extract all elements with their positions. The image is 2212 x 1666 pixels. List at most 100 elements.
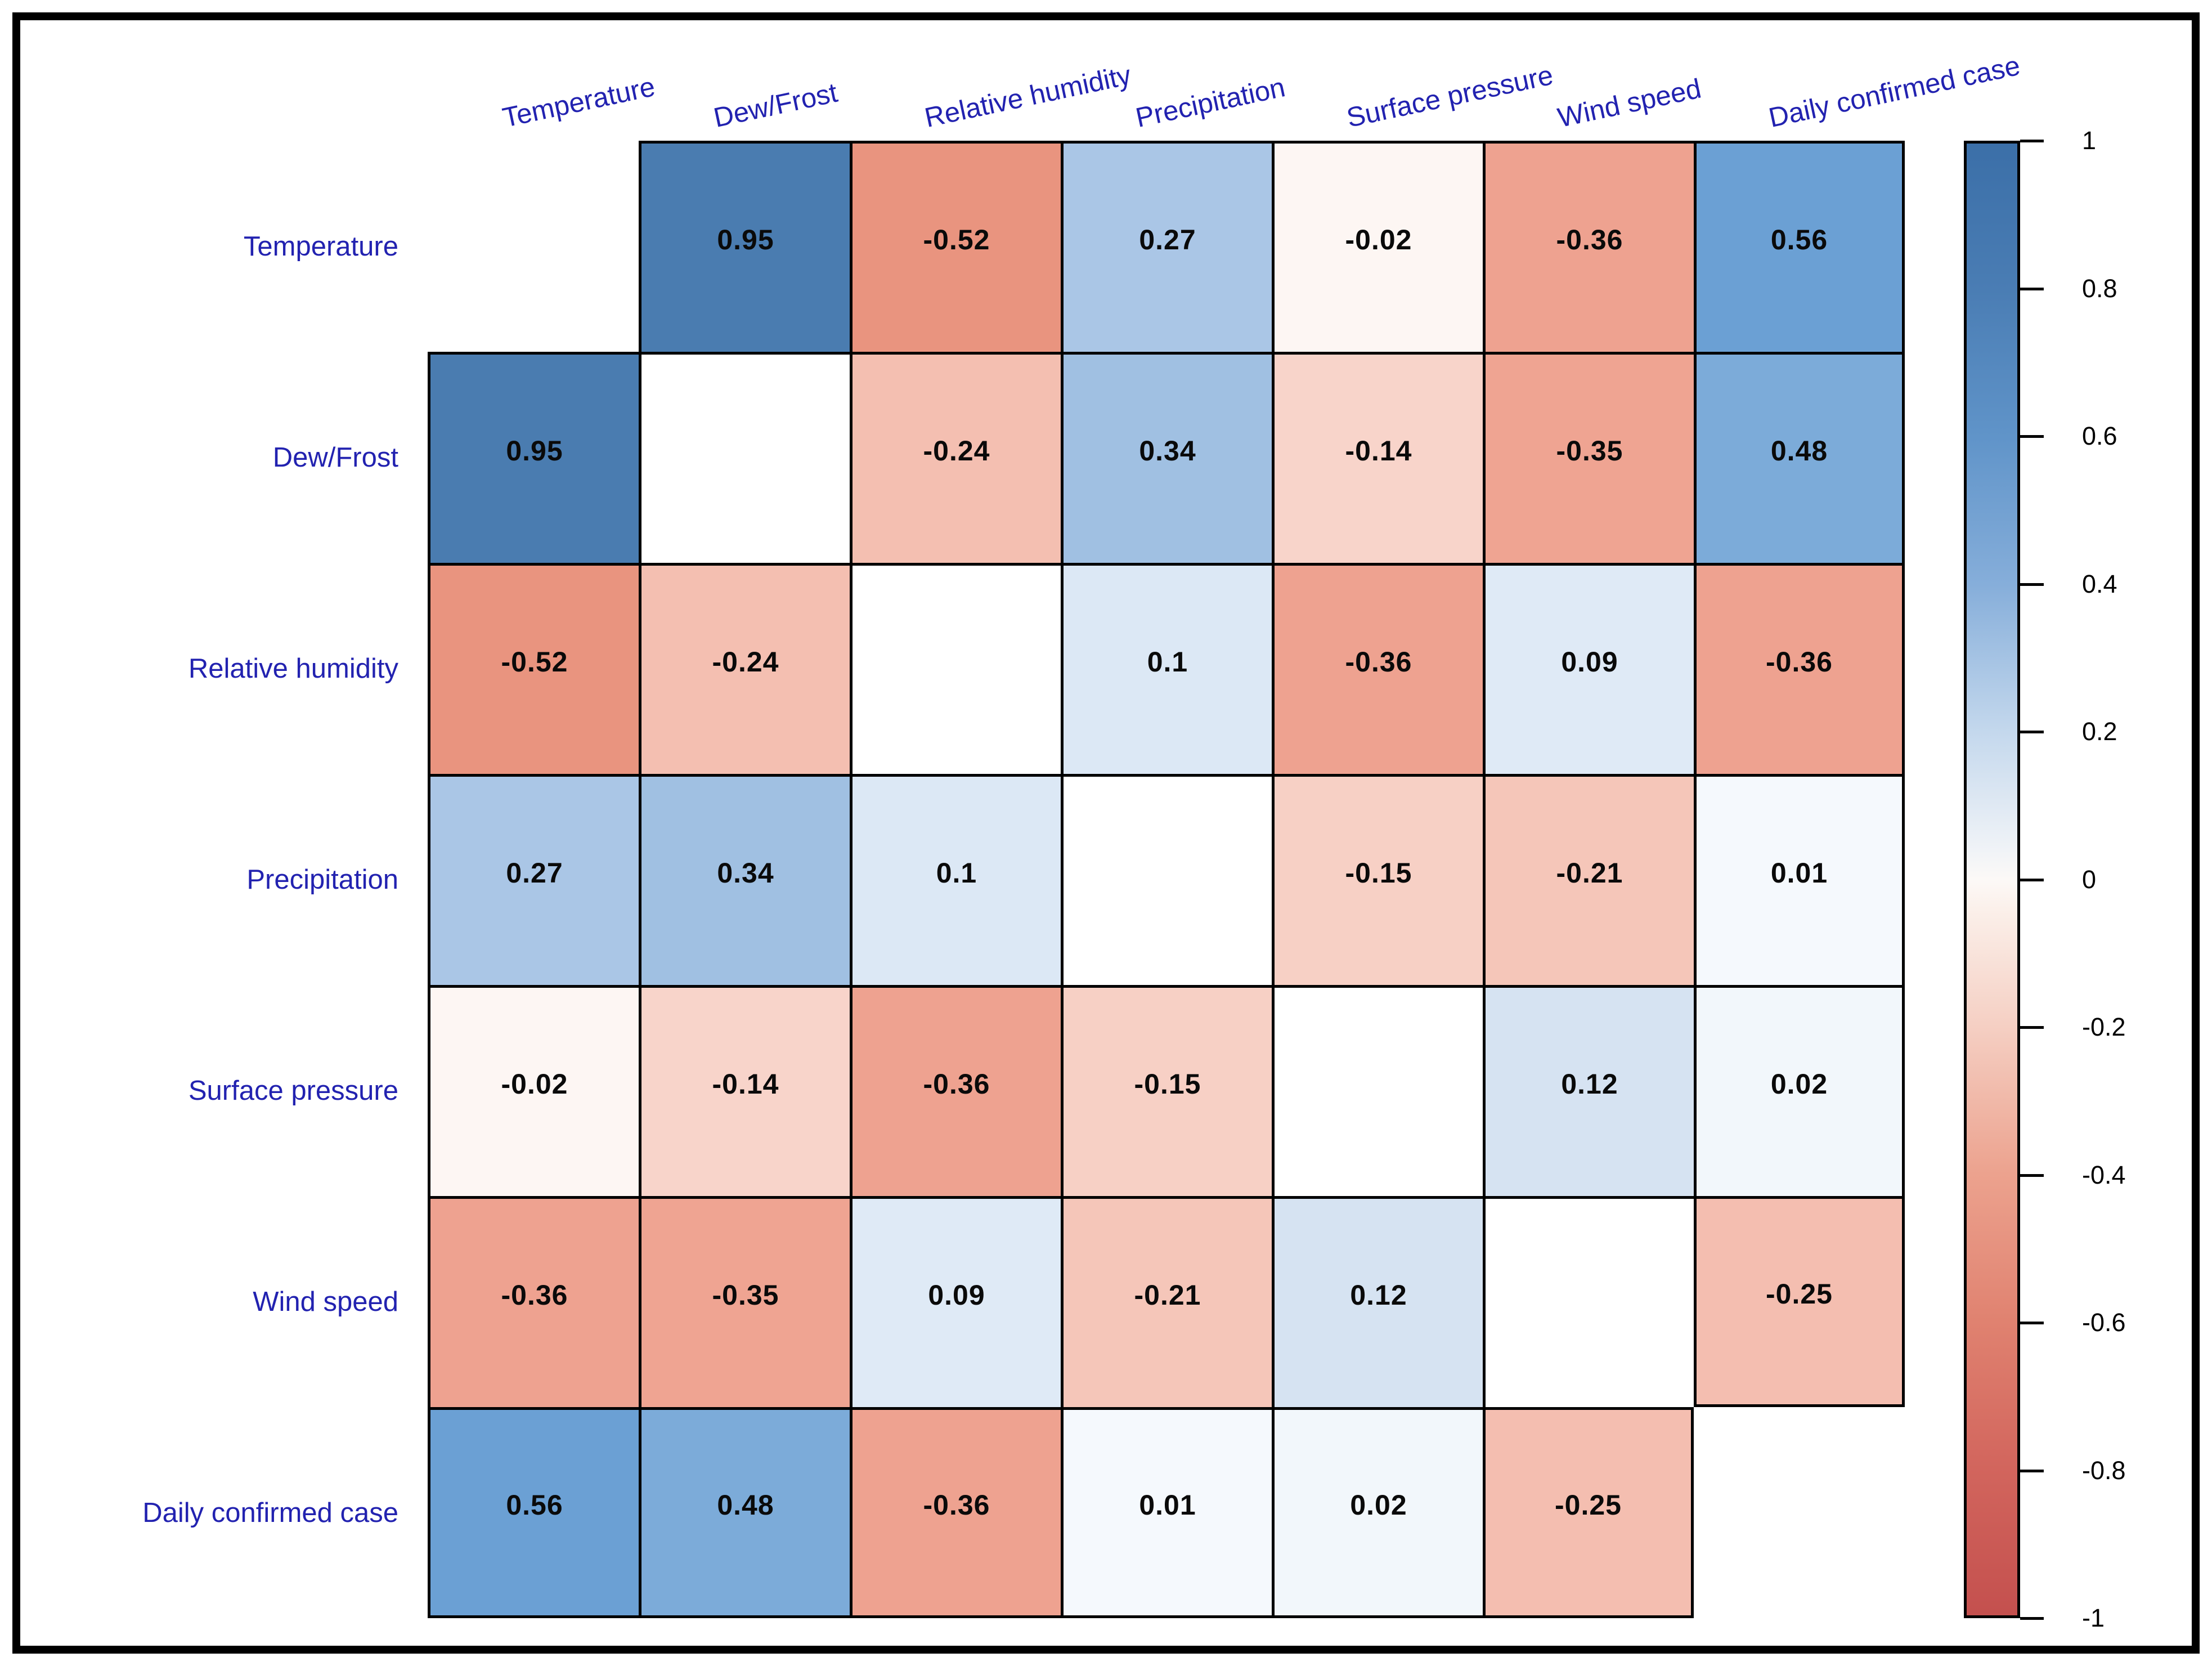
correlation-value: 0.27 [506, 857, 563, 889]
matrix-cell: -0.36 [1272, 563, 1483, 774]
matrix-cell: -0.52 [850, 141, 1061, 352]
matrix-cell: 0.27 [1061, 141, 1272, 352]
matrix-cell: -0.14 [1272, 352, 1483, 563]
matrix-cell-diagonal [850, 563, 1061, 774]
matrix-cell: 0.01 [1694, 774, 1905, 985]
colorbar-gradient [1964, 141, 2020, 1618]
matrix-cell: 0.56 [428, 1407, 639, 1618]
matrix-cell-diagonal [639, 352, 850, 563]
colorbar-tick-label: -0.8 [2082, 1455, 2126, 1485]
correlation-value: 0.09 [1561, 646, 1618, 678]
correlation-value: 0.56 [1770, 224, 1828, 256]
correlation-value: 0.1 [936, 857, 977, 889]
matrix-cell: -0.15 [1272, 774, 1483, 985]
colorbar-tick-label: -0.2 [2082, 1013, 2126, 1041]
correlation-value: -0.36 [1766, 646, 1833, 678]
colorbar-tick-label: 0.8 [2082, 274, 2117, 303]
matrix-cell-diagonal [1272, 985, 1483, 1196]
correlation-value: 0.27 [1139, 224, 1196, 256]
correlation-value: 0.95 [506, 435, 563, 467]
correlation-value: -0.14 [712, 1068, 779, 1100]
correlation-value: 0.02 [1350, 1489, 1407, 1521]
correlation-value: 0.34 [1139, 435, 1196, 467]
correlation-value: -0.35 [1556, 435, 1623, 467]
matrix-cell: 0.02 [1272, 1407, 1483, 1618]
correlation-value: 0.48 [717, 1489, 774, 1521]
colorbar-tick-label: 0.2 [2082, 717, 2117, 746]
colorbar-tick-label: -0.4 [2082, 1160, 2126, 1189]
matrix-cell: 0.1 [1061, 563, 1272, 774]
matrix-cell: 0.12 [1272, 1196, 1483, 1407]
correlation-value: -0.15 [1134, 1068, 1201, 1100]
colorbar-tick-mark [2020, 583, 2044, 586]
colorbar-tick-mark [2020, 1617, 2044, 1620]
matrix-cell: 0.95 [639, 141, 850, 352]
matrix-cell: -0.14 [639, 985, 850, 1196]
matrix-cell: 0.34 [1061, 352, 1272, 563]
colorbar-tick-mark [2020, 1174, 2044, 1177]
matrix-cell: -0.35 [1483, 352, 1694, 563]
correlation-value: -0.36 [1345, 646, 1412, 678]
colorbar-tick-label: 0.4 [2082, 569, 2117, 598]
row-label-precipitation: Precipitation [246, 864, 398, 895]
matrix-cell: 0.34 [639, 774, 850, 985]
correlation-value: 0.34 [717, 857, 774, 889]
colorbar-tick-label: -1 [2082, 1604, 2105, 1632]
matrix-cell: -0.21 [1061, 1196, 1272, 1407]
matrix-cell: -0.24 [850, 352, 1061, 563]
correlation-value: 0.48 [1770, 435, 1828, 467]
correlation-value: -0.36 [923, 1068, 990, 1100]
column-label-relative-humidity: Relative humidity [922, 60, 1134, 134]
colorbar-tick-mark [2020, 435, 2044, 438]
correlation-value: -0.36 [501, 1279, 568, 1311]
matrix-cell: 0.1 [850, 774, 1061, 985]
row-label-daily-confirmed-case: Daily confirmed case [142, 1497, 398, 1528]
matrix-cell: 0.09 [850, 1196, 1061, 1407]
matrix-cell: 0.09 [1483, 563, 1694, 774]
row-label-surface-pressure: Surface pressure [188, 1075, 398, 1106]
colorbar-tick-label: 0 [2082, 865, 2097, 894]
correlation-value: 0.12 [1561, 1068, 1618, 1100]
correlation-value: -0.25 [1766, 1278, 1833, 1310]
matrix-cell-diagonal [1483, 1196, 1694, 1407]
correlation-value: -0.21 [1556, 857, 1623, 889]
row-label-wind-speed: Wind speed [253, 1286, 398, 1317]
correlation-value: -0.36 [1556, 224, 1623, 256]
correlation-value: -0.35 [712, 1279, 779, 1311]
correlation-value: 0.01 [1139, 1489, 1196, 1521]
matrix-cell: 0.95 [428, 352, 639, 563]
correlation-value: 0.09 [928, 1279, 985, 1311]
correlation-value: 0.01 [1770, 857, 1828, 889]
colorbar-tick-mark [2020, 1026, 2044, 1029]
colorbar-tick-mark [2020, 878, 2044, 881]
matrix-cell: -0.36 [1694, 563, 1905, 774]
column-label-dew-frost: Dew/Frost [711, 77, 840, 134]
correlation-value: -0.24 [712, 646, 779, 678]
matrix-cell: -0.25 [1483, 1407, 1694, 1618]
matrix-cell: -0.21 [1483, 774, 1694, 985]
matrix-cell: 0.56 [1694, 141, 1905, 352]
matrix-cell-diagonal [1061, 774, 1272, 985]
correlation-value: -0.24 [923, 435, 990, 467]
matrix-cell: -0.35 [639, 1196, 850, 1407]
correlation-value: -0.36 [923, 1489, 990, 1521]
matrix-cell: 0.01 [1061, 1407, 1272, 1618]
matrix-cell: -0.25 [1694, 1196, 1905, 1407]
matrix-cell: -0.36 [1483, 141, 1694, 352]
colorbar-tick-label: 0.6 [2082, 422, 2117, 450]
matrix-cell: -0.36 [850, 1407, 1061, 1618]
row-label-dew-frost: Dew/Frost [272, 442, 398, 473]
matrix-cell: -0.24 [639, 563, 850, 774]
column-label-surface-pressure: Surface pressure [1344, 60, 1556, 134]
correlation-value: 0.56 [506, 1489, 563, 1521]
correlation-value: -0.02 [1345, 224, 1412, 256]
matrix-cell: -0.52 [428, 563, 639, 774]
colorbar-tick-label: -0.6 [2082, 1308, 2126, 1337]
column-label-temperature: Temperature [500, 71, 658, 134]
colorbar-tick-mark [2020, 1469, 2044, 1472]
correlation-value: 0.95 [717, 224, 774, 256]
matrix-cell: -0.15 [1061, 985, 1272, 1196]
colorbar-tick-mark [2020, 287, 2044, 290]
matrix-cell: -0.36 [850, 985, 1061, 1196]
matrix-cell: 0.12 [1483, 985, 1694, 1196]
